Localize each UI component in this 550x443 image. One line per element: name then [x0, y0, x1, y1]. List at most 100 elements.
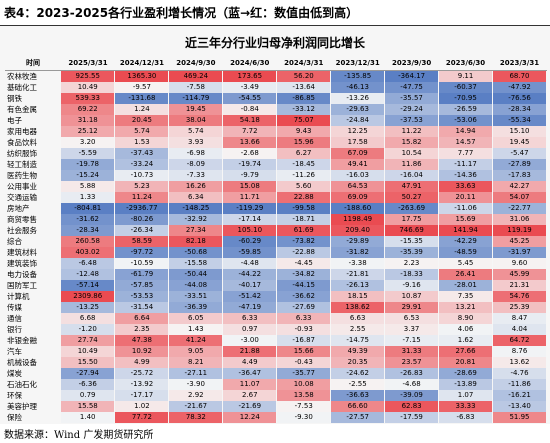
growth-value-cell: 1.33: [61, 192, 115, 203]
growth-value-cell: -22.88: [277, 247, 331, 258]
table-row: 保险 1.40 77.72 78.32 12.24 -9.30 -27.57 -17.59 -6…: [5, 412, 547, 423]
table-caption: 表4：2023-2025各行业盈利增长情况（蓝→红：数值由低到高）: [4, 2, 358, 24]
industry-name: 计算机: [5, 291, 61, 302]
growth-value-cell: -1.20: [61, 324, 115, 335]
growth-value-cell: -263.69: [385, 203, 439, 214]
growth-value-cell: 7.77: [439, 148, 493, 159]
growth-value-cell: 21.88: [223, 346, 277, 357]
growth-value-cell: -60.37: [439, 82, 493, 93]
growth-value-cell: -59.85: [223, 247, 277, 258]
growth-value-cell: 1.40: [61, 412, 115, 423]
growth-value-cell: -8.09: [169, 159, 223, 170]
growth-value-cell: 14.94: [439, 126, 493, 137]
growth-value-cell: -28.01: [439, 280, 493, 291]
growth-value-cell: 9.43: [277, 126, 331, 137]
growth-value-cell: 4.04: [493, 324, 547, 335]
growth-value-cell: -57.85: [115, 280, 169, 291]
growth-value-cell: 8.90: [439, 313, 493, 324]
growth-value-cell: -6.48: [61, 258, 115, 269]
growth-value-cell: -40.17: [223, 280, 277, 291]
growth-value-cell: 5.45: [439, 258, 493, 269]
growth-value-cell: 68.70: [493, 71, 547, 83]
growth-value-cell: 15.96: [277, 137, 331, 148]
growth-value-cell: -47.19: [223, 302, 277, 313]
growth-value-cell: -33.24: [115, 159, 169, 170]
growth-value-cell: 69.09: [331, 192, 385, 203]
growth-value-cell: 17.75: [385, 214, 439, 225]
growth-value-cell: 138.62: [331, 302, 385, 313]
growth-value-cell: 4.49: [223, 357, 277, 368]
growth-value-cell: -10.59: [115, 258, 169, 269]
industry-name: 国防军工: [5, 280, 61, 291]
growth-value-cell: 75.07: [277, 115, 331, 126]
growth-value-cell: -7.15: [385, 335, 439, 346]
growth-value-cell: -35.57: [385, 93, 439, 104]
table-row: 纺织服饰 -5.59 -37.43 -6.98 -2.68 6.27 67.09 10.54 7…: [5, 148, 547, 159]
table-row: 通信 6.68 6.64 6.05 6.33 6.33 6.63 6.53 8.90 8.47: [5, 313, 547, 324]
growth-value-cell: -27.89: [493, 159, 547, 170]
growth-value-cell: 5.88: [61, 181, 115, 192]
growth-value-cell: 4.99: [115, 357, 169, 368]
growth-value-cell: -13.89: [439, 379, 493, 390]
growth-value-cell: -48.59: [439, 247, 493, 258]
growth-value-cell: -55.34: [493, 115, 547, 126]
table-row: 有色金属 69.22 1.24 19.45 -0.84 -33.12 -29.63 -29.2…: [5, 104, 547, 115]
table-title: 近三年分行业归母净利润同比增长: [0, 34, 550, 51]
growth-value-cell: 15.08: [223, 181, 277, 192]
growth-value-cell: 11.07: [223, 379, 277, 390]
table-row: 社会服务 -28.34 -26.34 27.34 105.10 61.69 209.40 74…: [5, 225, 547, 236]
growth-value-cell: -86.85: [277, 93, 331, 104]
growth-value-cell: -21.67: [169, 401, 223, 412]
table-row: 环保 0.79 -17.17 2.92 2.67 13.58 -36.63 -39.09 1.0…: [5, 390, 547, 401]
growth-value-cell: 66.60: [331, 401, 385, 412]
growth-value-cell: -6.36: [61, 379, 115, 390]
growth-value-cell: 0.79: [61, 390, 115, 401]
growth-value-cell: 15.10: [493, 126, 547, 137]
growth-value-cell: 2.67: [223, 390, 277, 401]
table-panel: 近三年分行业归母净利润同比增长 时间 2025/3/31 2024/12/31 202…: [0, 25, 550, 424]
industry-name: 医药生物: [5, 170, 61, 181]
growth-value-cell: 6.33: [223, 313, 277, 324]
growth-value-cell: -9.57: [115, 82, 169, 93]
growth-value-cell: 8.76: [493, 346, 547, 357]
growth-value-cell: -70.95: [439, 93, 493, 104]
growth-value-cell: 539.33: [61, 93, 115, 104]
growth-value-cell: 31.06: [493, 214, 547, 225]
table-row: 钢铁 539.33 -131.68 -114.79 -54.55 -86.85 -13.26…: [5, 93, 547, 104]
header-period: 2023/12/31: [331, 57, 385, 71]
growth-value-cell: 1.24: [115, 104, 169, 115]
growth-value-cell: 45.99: [493, 269, 547, 280]
header-period: 2024/9/30: [169, 57, 223, 71]
growth-value-cell: 31.18: [61, 115, 115, 126]
growth-value-cell: -27.57: [331, 412, 385, 423]
growth-value-cell: 1.02: [115, 401, 169, 412]
growth-value-cell: 5.23: [115, 181, 169, 192]
header-period: 2024/3/31: [277, 57, 331, 71]
table-row: 美容护理 15.58 1.02 -21.67 -21.69 -7.53 66.60 62.83…: [5, 401, 547, 412]
growth-value-cell: -29.89: [331, 236, 385, 247]
growth-value-cell: -2936.77: [115, 203, 169, 214]
growth-value-cell: 173.65: [223, 71, 277, 83]
growth-value-cell: -4.45: [277, 258, 331, 269]
growth-value-cell: -18.45: [277, 159, 331, 170]
table-row: 建筑装饰 -6.48 -10.59 -15.58 -4.48 -4.45 -3.38 2.23…: [5, 258, 547, 269]
growth-value-cell: -4.68: [385, 379, 439, 390]
growth-value-cell: -36.63: [331, 390, 385, 401]
growth-value-cell: 21.31: [493, 280, 547, 291]
growth-value-cell: -24.84: [331, 115, 385, 126]
growth-value-cell: 2.23: [385, 258, 439, 269]
growth-value-cell: -7.58: [169, 82, 223, 93]
growth-value-cell: -17.59: [385, 412, 439, 423]
growth-value-cell: -51.42: [223, 291, 277, 302]
industry-name: 电力设备: [5, 269, 61, 280]
growth-value-cell: -11.26: [277, 170, 331, 181]
growth-value-cell: -16.03: [331, 170, 385, 181]
industry-name: 汽车: [5, 346, 61, 357]
growth-value-cell: 6.68: [61, 313, 115, 324]
growth-value-cell: 11.71: [223, 192, 277, 203]
industry-name: 电子: [5, 115, 61, 126]
industry-name: 通信: [5, 313, 61, 324]
growth-value-cell: -54.55: [223, 93, 277, 104]
growth-value-cell: 47.91: [385, 181, 439, 192]
industry-name: 公用事业: [5, 181, 61, 192]
